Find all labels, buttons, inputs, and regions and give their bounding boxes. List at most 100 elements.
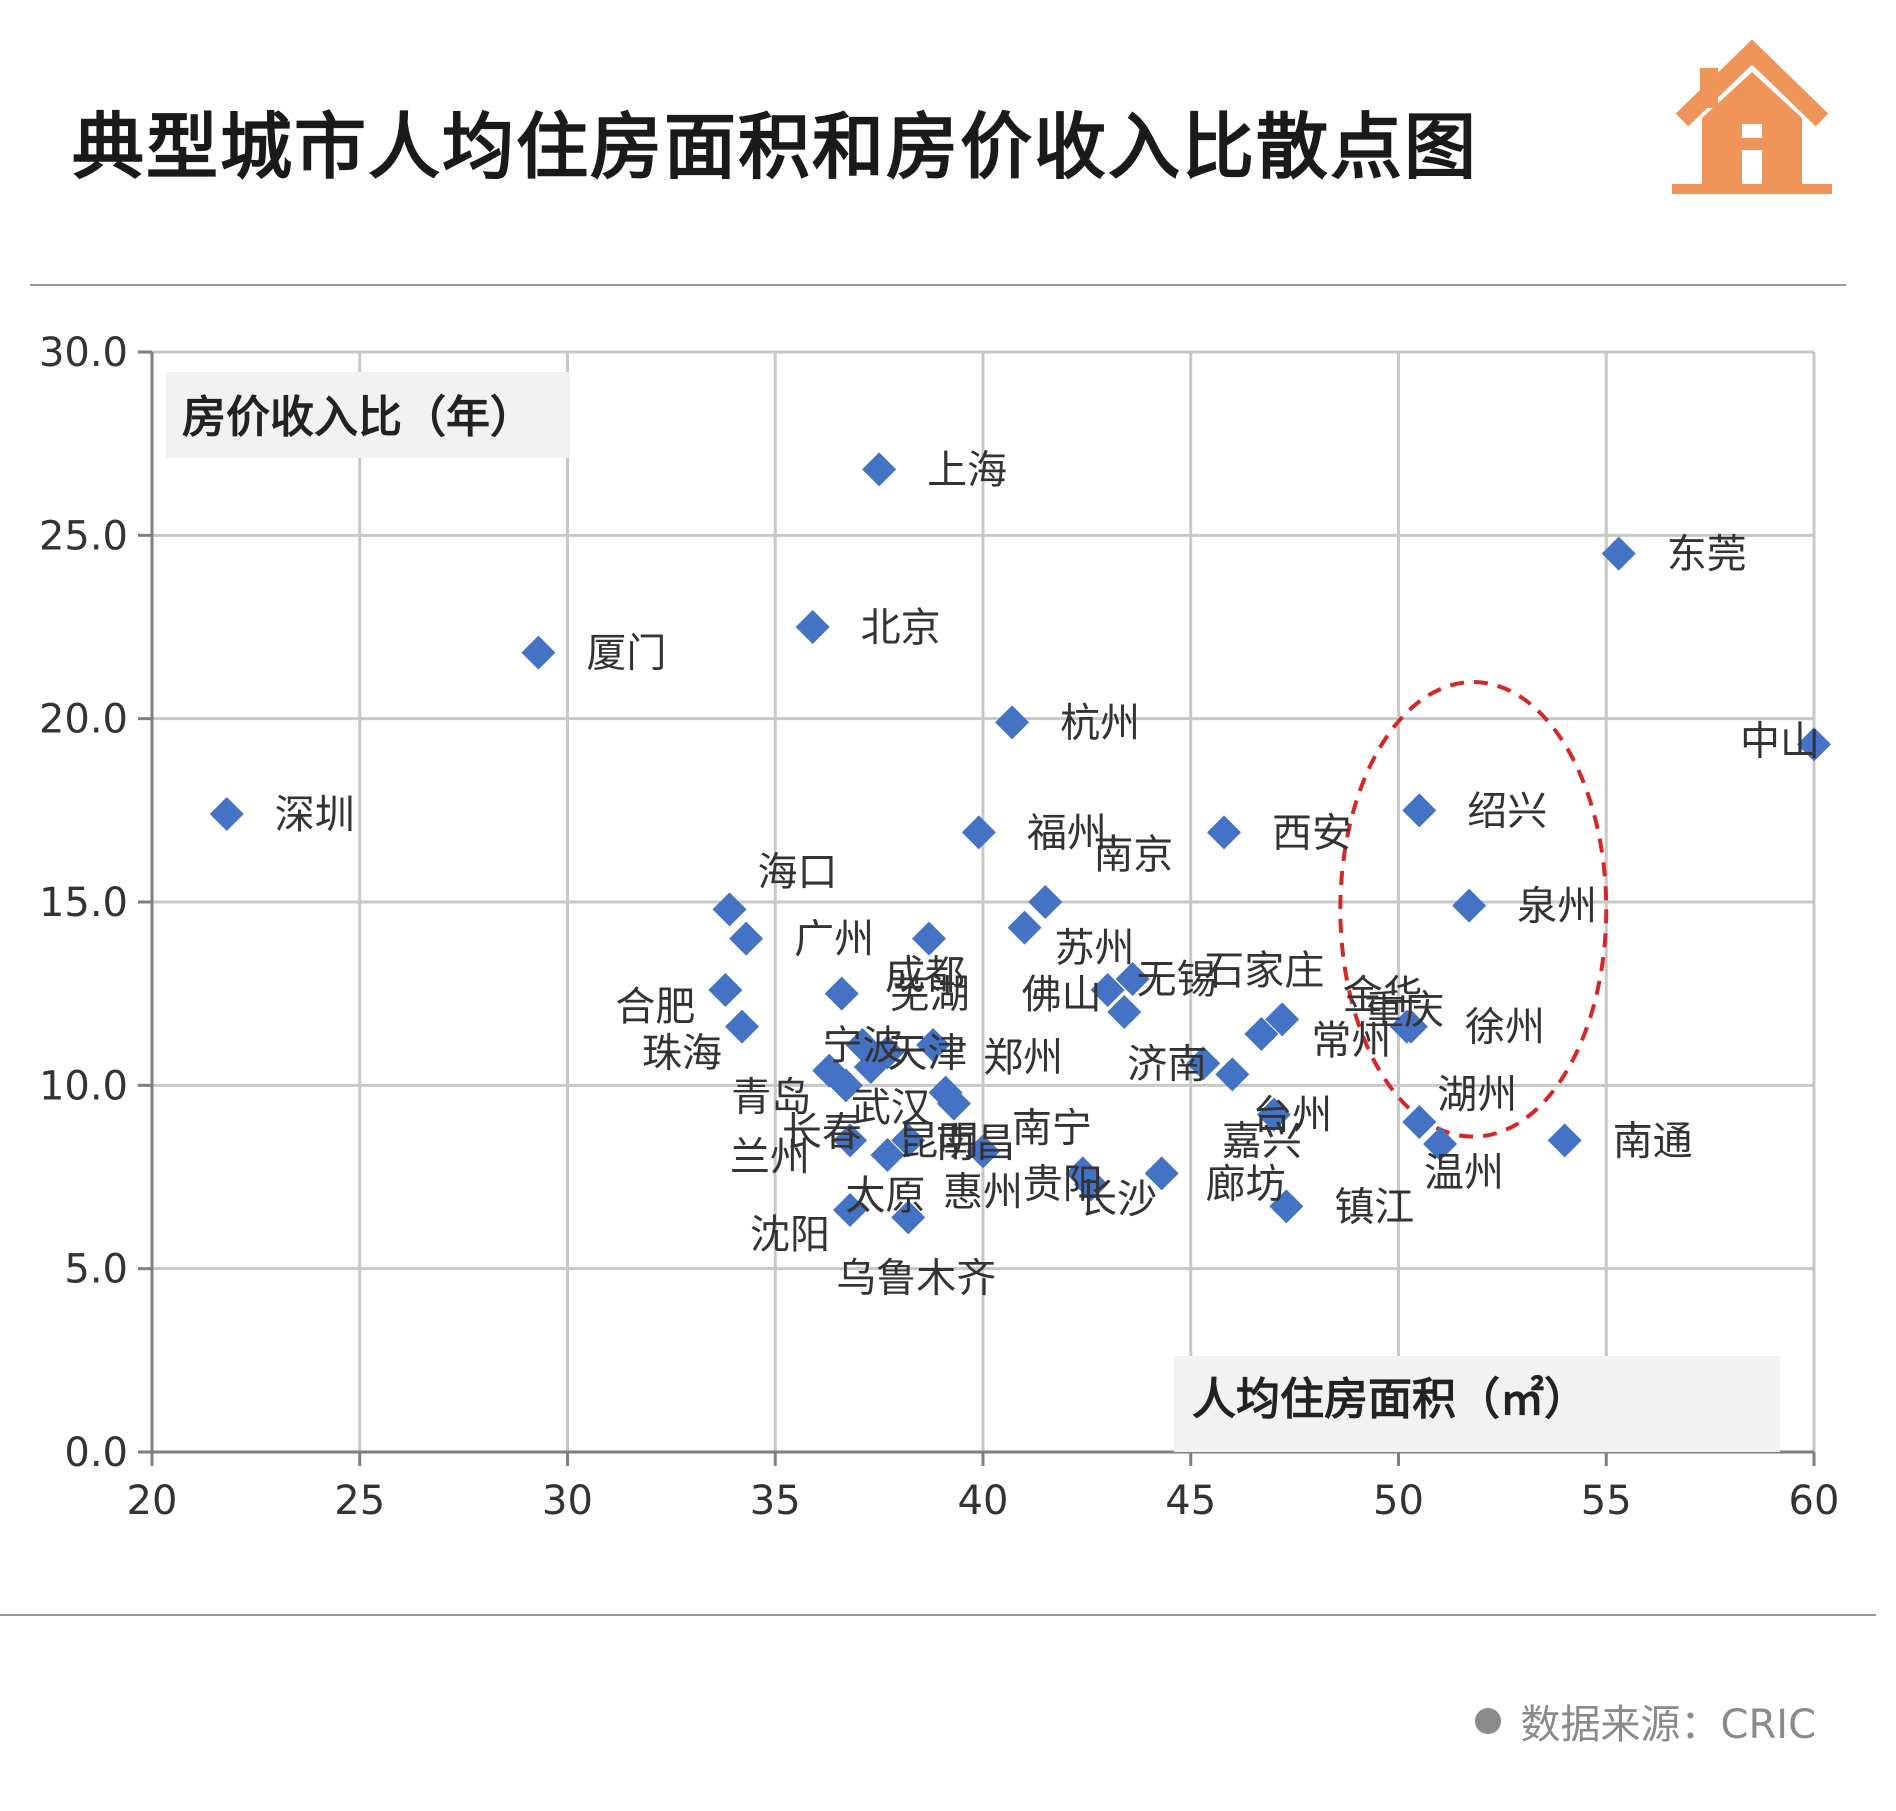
y-tick-label: 10.0 bbox=[39, 1063, 128, 1109]
y-tick-label: 25.0 bbox=[39, 513, 128, 559]
point-石家庄 bbox=[1107, 995, 1142, 1029]
grid-lines bbox=[150, 350, 1816, 1454]
point-苏州 bbox=[1007, 910, 1042, 945]
xlabel-box bbox=[1174, 1356, 1780, 1452]
bullet-icon bbox=[1474, 1708, 1501, 1734]
point-label: 西安 bbox=[1272, 810, 1352, 856]
point-青岛 bbox=[812, 1053, 847, 1088]
point-温州 bbox=[1423, 1127, 1458, 1161]
x-tick-label: 55 bbox=[1581, 1478, 1632, 1524]
point-label: 苏州 bbox=[1055, 926, 1135, 972]
point-广州 bbox=[729, 921, 764, 956]
point-湖州 bbox=[1402, 1105, 1437, 1139]
point-label: 石家庄 bbox=[1204, 948, 1324, 994]
bottom-divider bbox=[0, 1614, 1876, 1616]
point-label: 太原 bbox=[845, 1173, 925, 1219]
scatter-chart: 0.0 5.0 10.0 15.0 20.0 25.0 30.0 20 25 30 35 40 45 50… bbox=[39, 330, 1840, 1524]
point-label: 福州 bbox=[1027, 810, 1107, 856]
x-tick-label: 25 bbox=[334, 1478, 385, 1524]
point-label: 上海 bbox=[927, 447, 1007, 493]
point-徐州 bbox=[1393, 1009, 1428, 1044]
point-label: 天津 bbox=[887, 1030, 967, 1076]
point-廊坊 bbox=[1144, 1156, 1179, 1191]
point-沈阳 bbox=[833, 1193, 868, 1227]
data-source-text: 数据来源：CRIC bbox=[1520, 1702, 1816, 1748]
point-武汉 bbox=[853, 1050, 888, 1084]
point-济南 bbox=[1186, 1046, 1221, 1081]
point-label: 济南 bbox=[1127, 1041, 1207, 1087]
point-泉州 bbox=[1452, 888, 1487, 923]
point-label: 厦门 bbox=[586, 631, 666, 677]
point-label: 沈阳 bbox=[750, 1212, 830, 1258]
ylabel-box bbox=[166, 372, 570, 458]
x-tick-label: 20 bbox=[127, 1478, 178, 1524]
point-label: 南宁 bbox=[1012, 1106, 1092, 1152]
point-label: 中山 bbox=[1740, 718, 1820, 764]
point-南通 bbox=[1547, 1123, 1582, 1158]
point-上海 bbox=[862, 452, 897, 487]
y-tick-label: 0.0 bbox=[64, 1430, 128, 1476]
point-label: 佛山 bbox=[1022, 972, 1102, 1018]
y-tick-label: 20.0 bbox=[39, 697, 128, 743]
point-label: 绍兴 bbox=[1467, 788, 1547, 834]
point-label: 无锡 bbox=[1137, 957, 1217, 1003]
point-label: 重庆 bbox=[1364, 987, 1444, 1033]
point-太原 bbox=[870, 1138, 905, 1172]
point-label: 海口 bbox=[758, 849, 838, 895]
point-label: 嘉兴 bbox=[1222, 1119, 1302, 1165]
point-label: 郑州 bbox=[983, 1035, 1063, 1081]
point-label: 金华 bbox=[1343, 973, 1423, 1019]
point-兰州 bbox=[833, 1123, 868, 1158]
x-tick-label: 45 bbox=[1165, 1478, 1216, 1524]
x-tick-label: 35 bbox=[750, 1478, 801, 1524]
point-南昌 bbox=[928, 1075, 963, 1110]
point-杭州 bbox=[995, 705, 1030, 740]
chart-title: 典型城市人均住房面积和房价收入比散点图 bbox=[72, 105, 1479, 189]
point-惠州 bbox=[966, 1134, 1000, 1169]
point-label: 东莞 bbox=[1667, 532, 1747, 578]
x-tick-label: 60 bbox=[1789, 1478, 1840, 1524]
point-东莞 bbox=[1601, 536, 1636, 571]
point-label: 深圳 bbox=[275, 792, 355, 838]
highlight-annotation bbox=[1338, 680, 1609, 1139]
point-label: 温州 bbox=[1424, 1150, 1504, 1196]
point-成都 bbox=[911, 921, 946, 956]
y-tick-label: 5.0 bbox=[64, 1247, 128, 1293]
point-label: 南通 bbox=[1613, 1118, 1693, 1164]
point-深圳 bbox=[209, 797, 244, 831]
point-台州 bbox=[1215, 1057, 1250, 1092]
point-常州 bbox=[1244, 1017, 1279, 1051]
point-label: 廊坊 bbox=[1206, 1161, 1286, 1207]
data-points bbox=[209, 452, 1831, 1235]
y-tick-label: 15.0 bbox=[39, 880, 128, 926]
data-source: 数据来源：CRIC bbox=[1474, 1692, 1816, 1750]
point-label: 广州 bbox=[794, 917, 874, 963]
point-重庆 bbox=[1265, 1002, 1300, 1037]
point-label: 湖州 bbox=[1437, 1072, 1517, 1118]
top-divider bbox=[30, 284, 1846, 286]
tick-labels: 0.0 5.0 10.0 15.0 20.0 25.0 30.0 20 25 30 35 40 45 50… bbox=[39, 330, 1840, 1524]
point-绍兴 bbox=[1402, 793, 1437, 828]
x-tick-label: 50 bbox=[1373, 1478, 1424, 1524]
point-芜湖 bbox=[824, 976, 859, 1011]
point-label: 合肥 bbox=[615, 984, 695, 1030]
point-label: 泉州 bbox=[1517, 884, 1597, 930]
x-axis-title: 人均住房面积（㎡） bbox=[1192, 1374, 1588, 1425]
point-佛山 bbox=[1090, 973, 1125, 1007]
point-无锡 bbox=[1115, 962, 1150, 996]
point-label: 惠州 bbox=[943, 1169, 1023, 1215]
point-label: 镇江 bbox=[1334, 1184, 1414, 1230]
point-珠海 bbox=[725, 1009, 760, 1044]
point-北京 bbox=[795, 610, 830, 644]
point-合肥 bbox=[708, 973, 743, 1007]
point-label: 宁波 bbox=[823, 1023, 903, 1069]
point-西安 bbox=[1206, 815, 1241, 850]
point-label: 南昌 bbox=[936, 1121, 1016, 1167]
point-label: 长春 bbox=[782, 1109, 862, 1155]
house-icon bbox=[1672, 39, 1832, 194]
point-label: 常州 bbox=[1311, 1018, 1391, 1064]
point-label: 徐州 bbox=[1465, 1005, 1545, 1051]
x-tick-label: 40 bbox=[958, 1478, 1009, 1524]
point-label: 兰州 bbox=[730, 1134, 810, 1180]
